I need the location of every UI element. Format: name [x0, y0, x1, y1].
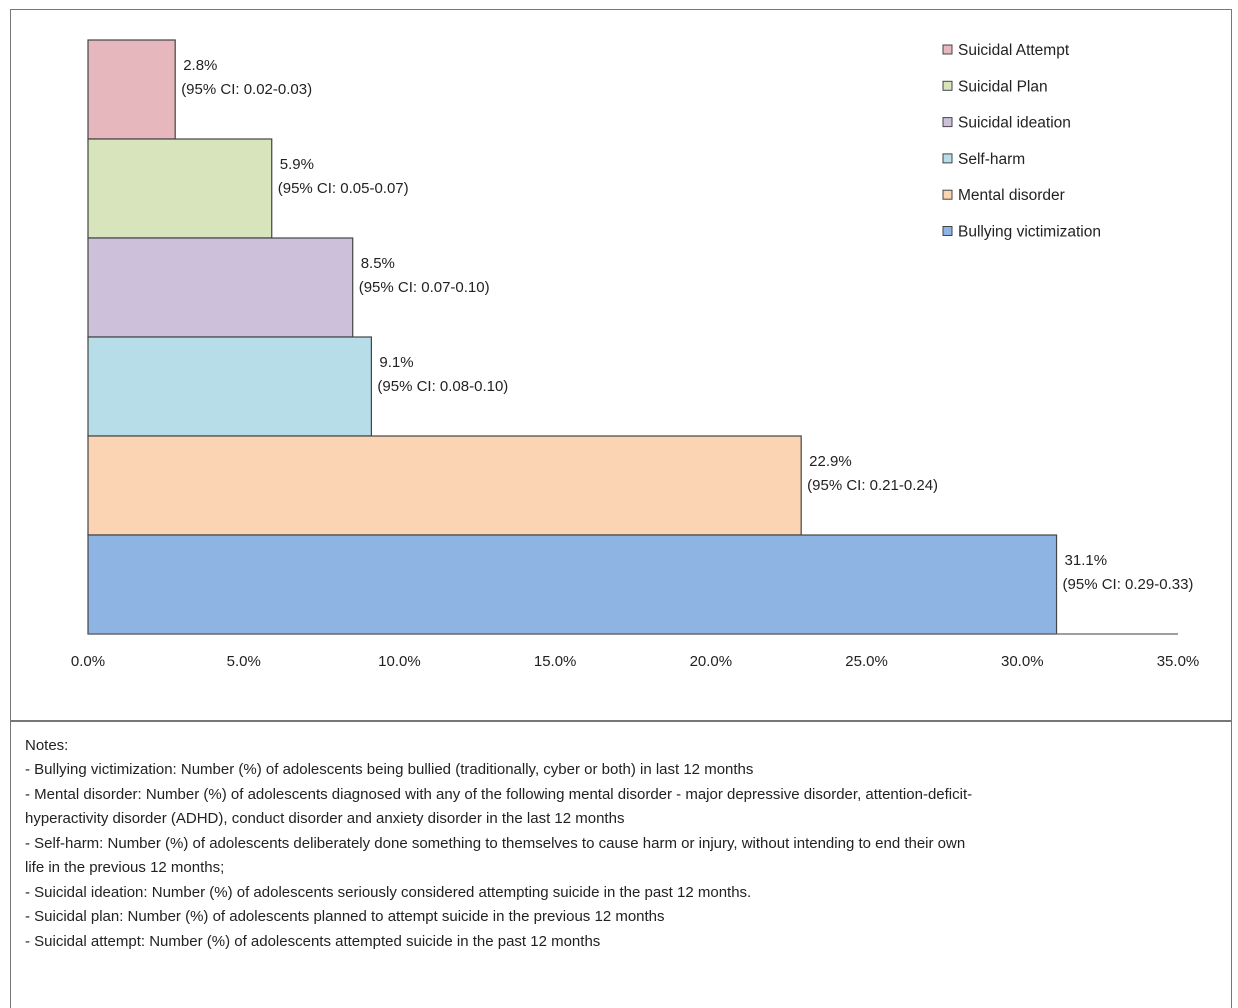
legend-entry: Suicidal Plan [958, 78, 1048, 95]
bar-value-label: 5.9% [280, 156, 314, 173]
bar-ci-label: (95% CI: 0.05-0.07) [278, 180, 409, 197]
note-line: hyperactivity disorder (ADHD), conduct d… [25, 810, 625, 827]
x-tick-label: 5.0% [227, 653, 261, 670]
note-line: - Suicidal ideation: Number (%) of adole… [25, 883, 752, 901]
x-tick-label: 0.0% [71, 653, 105, 670]
bar [87, 534, 1058, 635]
note-line: - Mental disorder: Number (%) of adolesc… [25, 785, 973, 803]
bar [87, 39, 176, 140]
bar [87, 336, 372, 437]
legend-entry: Bullying victimization [958, 224, 1101, 241]
note-line: - Self-harm: Number (%) of adolescents d… [25, 834, 966, 852]
notes-title: Notes: [25, 737, 69, 754]
bar-value-label: 22.9% [809, 453, 852, 470]
legend-swatch [942, 80, 953, 91]
x-tick-label: 15.0% [534, 653, 577, 670]
bar-ci-label: (95% CI: 0.21-0.24) [807, 477, 938, 494]
bar [87, 138, 273, 239]
bar-value-label: 31.1% [1065, 552, 1108, 569]
bar [87, 435, 802, 536]
x-tick-label: 20.0% [690, 653, 733, 670]
note-line: - Bullying victimization: Number (%) of … [25, 761, 754, 778]
notes-list: - Bullying victimization: Number (%) of … [25, 758, 1217, 954]
bar-value-label: 9.1% [379, 354, 413, 371]
legend-swatch [942, 117, 953, 128]
bar-ci-label: (95% CI: 0.29-0.33) [1063, 576, 1194, 593]
bar-chart: 2.8% (95% CI: 0.02-0.03) 5.9% (95% CI: 0.05… [71, 39, 1200, 670]
legend-swatch [942, 153, 953, 164]
bar-ci-label: (95% CI: 0.08-0.10) [377, 378, 508, 395]
x-tick-label: 25.0% [845, 653, 888, 670]
legend-entry: Suicidal ideation [958, 115, 1071, 132]
x-tick-label: 10.0% [378, 653, 421, 670]
x-tick-label: 30.0% [1001, 653, 1044, 670]
note-line: - Suicidal plan: Number (%) of adolescen… [25, 908, 665, 925]
legend-entry: Mental disorder [958, 187, 1065, 204]
bar [87, 237, 354, 338]
legend-entry: Suicidal Attempt [958, 42, 1070, 59]
bar-ci-label: (95% CI: 0.07-0.10) [359, 279, 490, 296]
bar-ci-label: (95% CI: 0.02-0.03) [181, 81, 312, 98]
legend-swatch [942, 226, 953, 236]
note-line: - Suicidal attempt: Number (%) of adoles… [25, 932, 601, 950]
note-line: life in the previous 12 months; [25, 859, 225, 876]
bar-value-label: 8.5% [361, 255, 395, 272]
x-tick-label: 35.0% [1157, 653, 1200, 670]
notes-panel: Notes: - Bullying victimization: Number … [10, 721, 1232, 1008]
chart-panel: 2.8% (95% CI: 0.02-0.03) 5.9% (95% CI: 0.05… [10, 9, 1232, 721]
bar-value-label: 2.8% [183, 57, 217, 74]
legend-swatch [942, 44, 953, 55]
legend-entry: Self-harm [958, 151, 1025, 168]
legend-swatch [942, 189, 953, 200]
